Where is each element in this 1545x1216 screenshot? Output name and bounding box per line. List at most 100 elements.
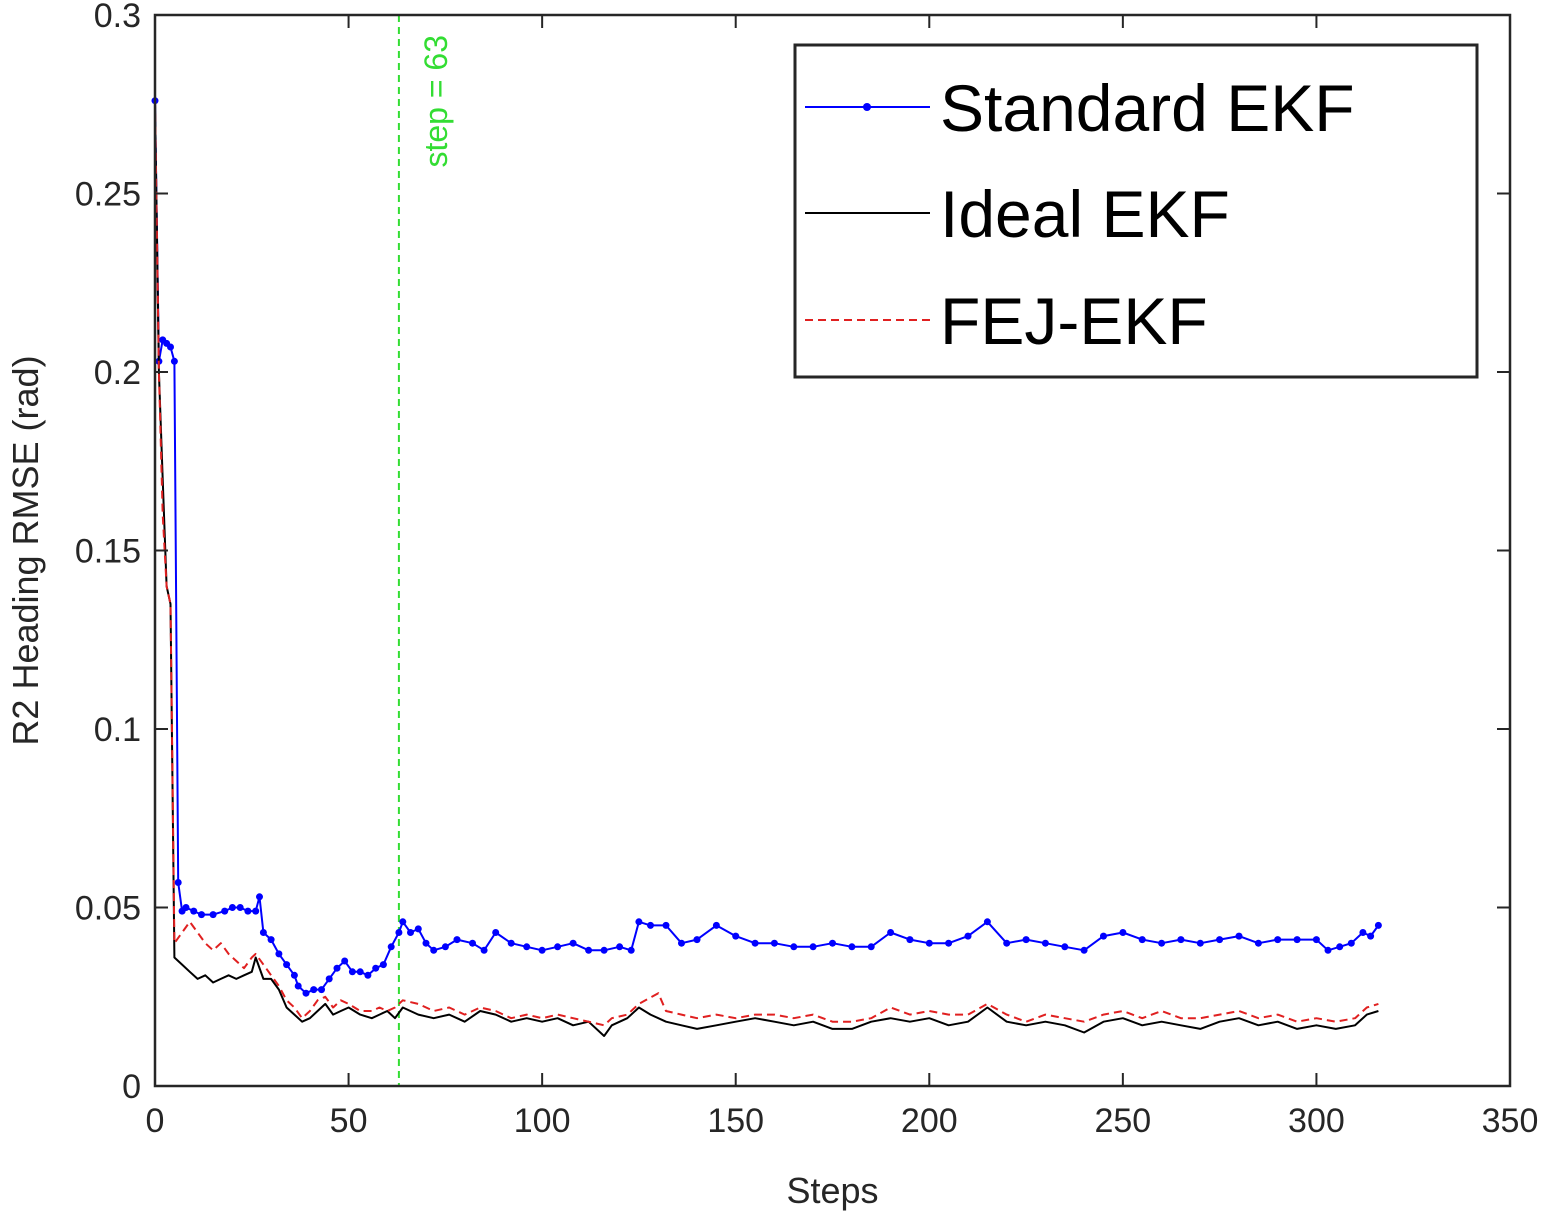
series-layer: [151, 97, 1382, 1037]
series-line-2: [154, 100, 1379, 1027]
series-point: [627, 946, 635, 954]
series-point: [964, 932, 972, 940]
annotation-layer: step = 63: [397, 15, 454, 1086]
series-point: [182, 904, 190, 911]
series-point: [294, 982, 302, 990]
series-point: [1312, 936, 1320, 944]
series-point: [1158, 939, 1166, 947]
series-point: [1119, 929, 1127, 936]
series-point: [1374, 921, 1382, 929]
series-point: [399, 918, 407, 926]
series-point: [198, 911, 205, 919]
series-point: [523, 943, 531, 951]
series-point: [414, 925, 422, 933]
legend-label-1: Ideal EKF: [940, 177, 1230, 251]
series-point: [325, 975, 333, 983]
x-tick-label: 200: [901, 1102, 958, 1140]
series-point: [945, 939, 953, 947]
series-point: [190, 907, 198, 915]
series-point: [678, 939, 685, 947]
series-point: [635, 918, 643, 926]
series-point: [387, 943, 395, 951]
y-tick-label: 0: [122, 1068, 141, 1106]
series-point: [480, 946, 488, 954]
x-tick-label: 100: [514, 1102, 571, 1140]
series-point: [1235, 932, 1243, 940]
series-point: [867, 943, 875, 951]
series-point: [887, 929, 895, 936]
series-point: [1293, 936, 1301, 944]
series-point: [600, 946, 608, 954]
series-point: [1138, 936, 1146, 944]
series-point: [221, 907, 229, 915]
series-point: [174, 879, 182, 886]
series-point: [236, 904, 244, 911]
legend-label-2: FEJ-EKF: [940, 284, 1208, 358]
series-point: [538, 946, 546, 954]
series-point: [770, 939, 778, 947]
series-point: [228, 904, 236, 911]
series-point: [693, 936, 701, 944]
series-point: [1274, 936, 1282, 944]
series-point: [372, 964, 380, 972]
series-point: [732, 932, 740, 940]
series-point: [407, 929, 414, 936]
series-point: [275, 950, 283, 958]
series-point: [1022, 936, 1030, 944]
series-point: [569, 939, 577, 947]
series-point: [283, 961, 291, 969]
y-tick-label: 0.1: [94, 711, 141, 749]
series-point: [1367, 932, 1375, 940]
series-point: [1177, 936, 1185, 944]
series-point: [356, 968, 364, 976]
legend-box: [793, 43, 1479, 379]
series-point: [379, 961, 387, 969]
series-point: [341, 957, 349, 965]
series-point: [1324, 946, 1332, 954]
series-point: [751, 939, 759, 947]
legend-label-0: Standard EKF: [940, 71, 1355, 145]
x-tick-label: 350: [1482, 1102, 1539, 1140]
series-point: [259, 929, 267, 936]
x-tick-label: 0: [146, 1102, 165, 1140]
series-point: [507, 939, 515, 947]
series-point: [585, 946, 593, 954]
series-point: [616, 943, 624, 951]
series-point: [395, 929, 403, 936]
series-point: [1336, 943, 1344, 951]
series-point: [829, 939, 836, 947]
series-line-1: [154, 100, 1379, 1037]
series-point: [1359, 929, 1367, 936]
series-point: [662, 921, 670, 929]
series-point: [647, 921, 654, 929]
series-point: [554, 943, 562, 951]
x-tick-label: 250: [1094, 1102, 1151, 1140]
series-point: [1254, 939, 1262, 947]
series-point: [492, 929, 500, 936]
series-point: [364, 971, 372, 979]
series-point: [1216, 936, 1224, 944]
series-point: [848, 943, 856, 951]
series-point: [453, 936, 461, 944]
series-point: [1100, 932, 1107, 940]
y-axis-label: R2 Heading RMSE (rad): [5, 355, 46, 745]
series-point: [441, 943, 449, 951]
series-point: [209, 911, 217, 919]
series-point: [1061, 943, 1069, 951]
series-point: [809, 943, 817, 951]
x-tick-label: 150: [707, 1102, 764, 1140]
annotation-label: step = 63: [418, 35, 454, 168]
series-point: [790, 943, 798, 951]
series-point: [1041, 939, 1049, 947]
series-point: [469, 939, 476, 947]
series-point: [1080, 946, 1088, 954]
axes-layer: 0 50 100 150 200 250 300 350 0 0.05 0.1 0.15 0.2 0.25…: [5, 0, 1538, 1211]
y-tick-label: 0.15: [75, 533, 141, 571]
legend: Standard EKF Ideal EKF FEJ-EKF: [793, 43, 1479, 379]
series-point: [333, 964, 341, 972]
series-point: [170, 357, 178, 365]
series-point: [712, 921, 720, 929]
series-point: [244, 907, 252, 915]
x-tick-label: 300: [1288, 1102, 1345, 1140]
